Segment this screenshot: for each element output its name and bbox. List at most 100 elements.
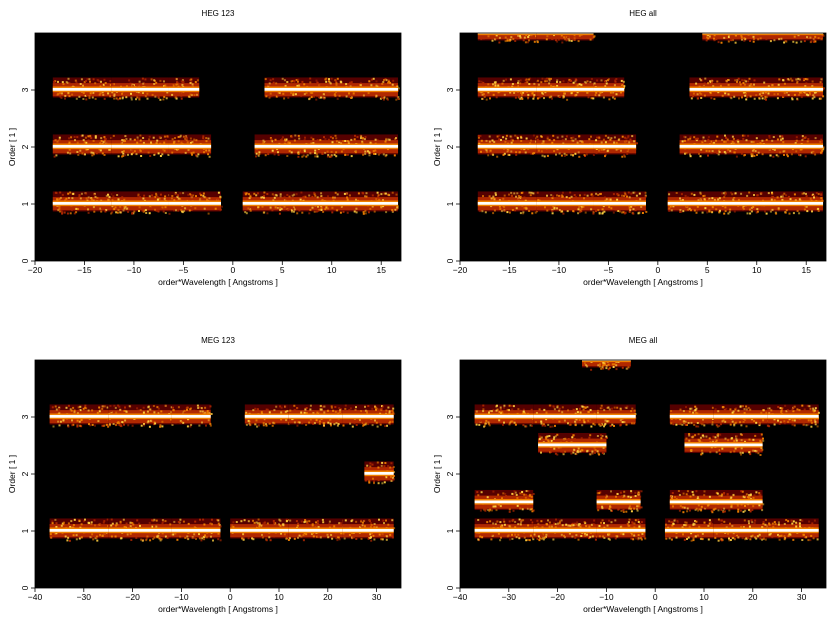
- x-tick-label: −10: [127, 265, 142, 275]
- band-order-4-segment-3: [702, 33, 825, 44]
- x-tick-label: 0: [228, 592, 233, 602]
- band-order-3-segment-5: [288, 404, 343, 427]
- x-tick-label: 0: [230, 265, 235, 275]
- x-tick-label: −20: [453, 265, 468, 275]
- y-tick-label: 1: [445, 528, 455, 533]
- band-order-1-segment-5: [713, 518, 769, 542]
- band-order-2-segment-4: [679, 134, 825, 158]
- band-order-1-5-segment-3: [669, 489, 765, 514]
- y-tick-label: 0: [20, 585, 30, 590]
- band-order-3-segment-2: [536, 77, 596, 101]
- x-tick-label: 0: [655, 265, 660, 275]
- x-tick-label: 10: [274, 592, 284, 602]
- band-order-1-segment-1: [474, 518, 535, 542]
- y-tick-label: 1: [20, 528, 30, 533]
- band-order-4-segment-1: [582, 360, 631, 371]
- y-tick-label: 3: [445, 87, 455, 92]
- x-tick-label: 10: [699, 592, 709, 602]
- band-order-2-segment-2: [536, 134, 596, 158]
- band-order-1-segment-2: [111, 191, 171, 215]
- x-tick-label: 30: [372, 592, 382, 602]
- x-tick-label: 10: [752, 265, 762, 275]
- band-order-1-segment-1: [477, 191, 538, 215]
- band-order-2-5-segment-1: [538, 432, 608, 456]
- x-tick-label: −20: [125, 592, 140, 602]
- y-axis-label: Order [ 1 ]: [432, 455, 442, 493]
- y-tick-label: 2: [445, 471, 455, 476]
- panel-1: HEG 123 −20 −15 −10 −5 0 5 10 15 0 1 2 3 order*Wavele…: [7, 9, 402, 287]
- band-order-2-segment-3: [593, 134, 638, 158]
- chart-title: HEG 123: [202, 9, 235, 18]
- panel-3: MEG 123 −40 −30 −20 −10 0 10 20 30 0 1 2 3 order*Wave…: [7, 336, 402, 614]
- band-order-3-segment-1: [477, 77, 539, 101]
- x-tick-label: 10: [327, 265, 337, 275]
- heatmap-image: [52, 77, 400, 215]
- y-tick-label: 2: [445, 144, 455, 149]
- y-axis-label: Order [ 1 ]: [7, 128, 17, 166]
- band-order-3-segment-1: [52, 77, 114, 101]
- band-order-2-segment-3: [168, 134, 212, 158]
- y-tick-label: 3: [20, 87, 30, 92]
- chart-title: MEG all: [629, 336, 658, 345]
- band-order-3-segment-6: [342, 404, 396, 428]
- band-order-4-segment-2: [536, 33, 596, 44]
- band-order-1-segment-5: [288, 518, 345, 542]
- x-tick-label: −30: [77, 592, 92, 602]
- band-order-2-segment-2: [111, 134, 170, 158]
- band-order-1-segment-3: [168, 191, 223, 215]
- band-order-2-segment-1: [364, 461, 395, 485]
- band-order-1-segment-1: [52, 191, 114, 215]
- x-tick-label: 5: [705, 265, 710, 275]
- x-tick-label: −30: [502, 592, 517, 602]
- y-tick-label: 3: [445, 414, 455, 419]
- x-tick-label: −5: [604, 265, 614, 275]
- chart-title: HEG all: [629, 9, 657, 18]
- x-tick-label: 5: [280, 265, 285, 275]
- band-order-1-segment-2: [533, 518, 599, 542]
- x-tick-label: −40: [28, 592, 43, 602]
- band-order-1-segment-2: [536, 191, 595, 215]
- x-tick-label: 20: [748, 592, 758, 602]
- band-order-1-segment-4: [664, 518, 715, 542]
- x-tick-label: −20: [28, 265, 43, 275]
- x-axis-label: order*Wavelength [ Angstroms ]: [158, 277, 278, 287]
- chart-title: MEG 123: [201, 336, 235, 345]
- panel-2: HEG all −20 −15 −10 −5 0 5 10 15 0 1 2 3 order*Wavele…: [432, 9, 827, 287]
- y-tick-label: 0: [445, 258, 455, 263]
- band-order-3-segment-1: [49, 404, 110, 428]
- x-tick-label: 20: [323, 592, 333, 602]
- band-order-3-segment-2: [111, 77, 169, 101]
- x-tick-label: −10: [174, 592, 189, 602]
- x-tick-label: 0: [653, 592, 658, 602]
- y-axis-label: Order [ 1 ]: [7, 455, 17, 493]
- band-order-1-segment-3: [596, 518, 647, 541]
- heatmap-image: [477, 33, 825, 215]
- heatmap-image: [49, 404, 396, 542]
- band-order-3-segment-6: [767, 404, 820, 428]
- band-order-3-segment-3: [168, 77, 200, 100]
- band-order-3-segment-4: [669, 404, 715, 428]
- band-order-1-segment-1: [49, 518, 110, 542]
- band-order-2-segment-4: [254, 134, 399, 158]
- band-order-3-segment-4: [244, 404, 290, 428]
- band-order-1-segment-3: [171, 518, 222, 542]
- band-order-2-segment-1: [52, 134, 113, 158]
- band-order-3-segment-3: [593, 77, 626, 101]
- band-order-1-segment-6: [342, 518, 396, 542]
- y-axis-label: Order [ 1 ]: [432, 128, 442, 166]
- y-tick-label: 0: [445, 585, 455, 590]
- y-tick-label: 2: [20, 471, 30, 476]
- band-order-1-5-segment-2: [596, 489, 643, 513]
- panel-4: MEG all −40 −30 −20 −10 0 10 20 30 0 1 2 3 order*Wave…: [432, 336, 827, 614]
- band-order-3-segment-2: [533, 404, 599, 428]
- x-tick-label: 15: [801, 265, 811, 275]
- x-tick-label: −10: [552, 265, 567, 275]
- band-order-3-segment-3: [596, 404, 637, 428]
- band-order-4-segment-1: [477, 33, 537, 44]
- plot-area: [35, 360, 401, 588]
- band-order-1-5-segment-1: [474, 489, 535, 513]
- band-order-1-segment-3: [593, 191, 648, 215]
- x-tick-label: −10: [599, 592, 614, 602]
- band-order-3-segment-4: [689, 77, 825, 101]
